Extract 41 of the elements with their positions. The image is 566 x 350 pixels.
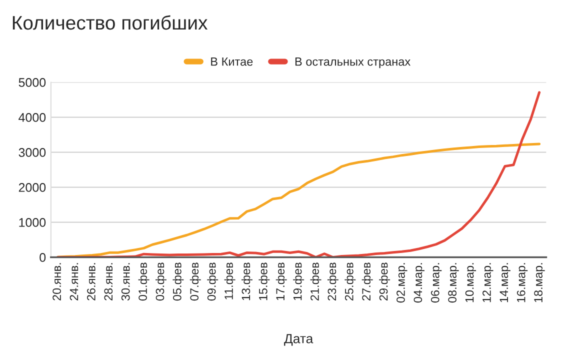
x-axis-title: Дата (284, 334, 314, 346)
line-series (56, 91, 541, 258)
y-tick-label: 2000 (18, 183, 46, 192)
x-tick-label: 12.мар. (482, 263, 494, 302)
x-tick-label: 13.фев (241, 262, 252, 300)
x-tick-label: 20.янв. (52, 263, 61, 300)
x-tick-label: 08.мар. (448, 263, 459, 303)
line-series (56, 142, 541, 258)
x-tick-label: 05.фев (172, 262, 184, 301)
x-tick-label: 06.мар. (430, 263, 442, 303)
x-tick-label: 30.янв. (121, 263, 130, 301)
x-tick-label: 25.фев (344, 262, 356, 300)
x-tick-label: 28.янв. (104, 263, 113, 300)
legend-label: В Китае (211, 58, 253, 66)
x-tick-label: 18.мар. (534, 263, 545, 302)
x-tick-label: 16.мар. (516, 263, 528, 302)
y-tick-label: 5000 (18, 78, 46, 87)
x-tick-label: 04.мар. (414, 263, 424, 303)
x-tick-label: 15.фев (258, 262, 270, 300)
x-tick-label: 27.фев (362, 262, 373, 300)
x-tick-label: 17.фев (276, 262, 287, 300)
x-tick-label: 24.янв. (70, 263, 78, 300)
y-tick-label: 3000 (18, 148, 46, 157)
x-tick-label: 10.мар. (465, 263, 476, 302)
x-tick-label: 19.фев (293, 262, 304, 300)
x-tick-label: 23.фев (327, 262, 338, 300)
y-tick-label: 0 (40, 253, 46, 262)
x-tick-label: 26.янв. (87, 263, 96, 300)
x-tick-label: 21.фев (310, 262, 322, 300)
x-tick-label: 03.фев (155, 262, 166, 301)
x-tick-label: 07.фев (190, 262, 201, 301)
x-tick-label: 02.мар. (396, 263, 408, 303)
x-tick-label: 11.фев (224, 262, 236, 300)
y-tick-label: 4000 (18, 113, 46, 122)
legend-label: В остальных странах (295, 58, 410, 68)
x-tick-label: 14.мар. (500, 263, 510, 302)
y-tick-label: 1000 (19, 218, 46, 227)
x-tick-label: 01.фев (138, 262, 150, 301)
x-tick-label: 29.фев (379, 262, 390, 300)
x-tick-label: 09.фев (207, 262, 218, 301)
chart-title: Количество погибших (12, 15, 208, 30)
